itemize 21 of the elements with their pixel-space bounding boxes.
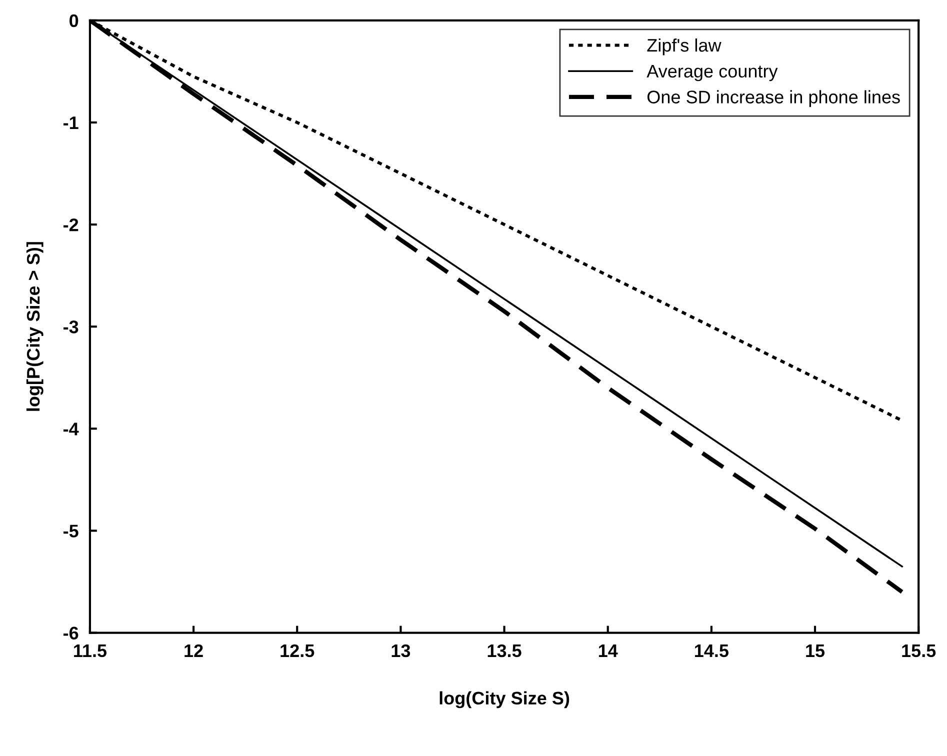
x-tick-label: 13 <box>392 644 410 658</box>
y-tick-label: 0 <box>70 14 78 28</box>
legend-label: Average country <box>646 64 778 82</box>
x-axis-title: log(City Size S) <box>440 691 570 708</box>
x-tick-label: 13.5 <box>488 644 522 658</box>
y-tick-label: -5 <box>64 524 78 538</box>
y-axis-title: log[P(City Size > S)] <box>26 242 44 411</box>
y-tick-label: -1 <box>64 116 78 130</box>
x-tick-label: 12.5 <box>280 644 314 658</box>
x-tick-label: 14 <box>598 644 618 657</box>
x-tick-label: 12 <box>184 644 203 657</box>
y-tick-label: -2 <box>64 218 78 232</box>
x-tick-label: 14.5 <box>695 644 729 658</box>
y-tick-label: -4 <box>64 422 79 436</box>
x-tick-label: 15 <box>806 644 825 658</box>
y-tick-label: -6 <box>64 626 78 640</box>
x-tick-label: 11.5 <box>74 644 107 658</box>
x-tick-label: 15.5 <box>902 644 936 658</box>
legend-label: Zipf's law <box>647 38 722 56</box>
legend-label: One SD increase in phone lines <box>647 90 900 108</box>
y-tick-label: -3 <box>64 320 78 334</box>
